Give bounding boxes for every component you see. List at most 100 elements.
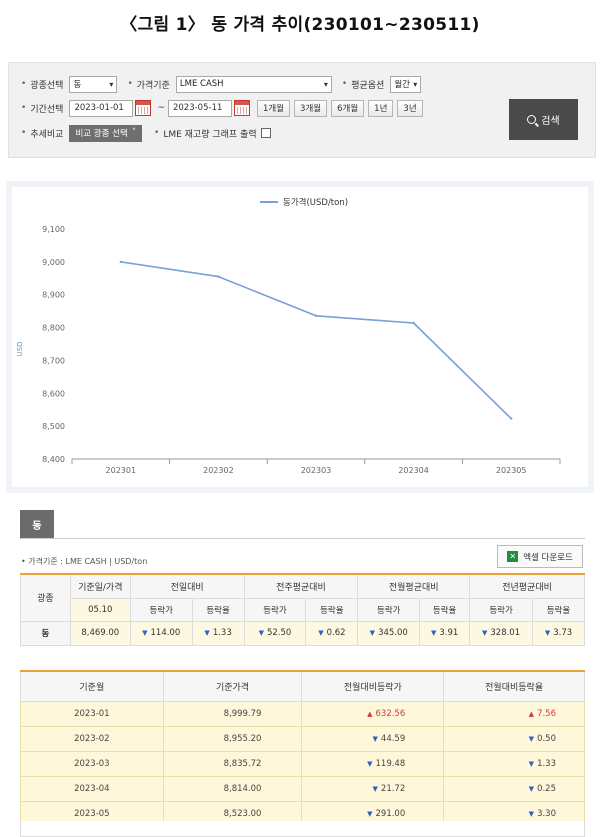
table-row: 2023-01 8,999.79 ▲ 632.56 ▲ 7.56 <box>20 700 585 727</box>
metal-select[interactable]: 동 ▾ <box>69 75 118 93</box>
arrow-up-icon: ▲ <box>528 709 535 718</box>
change-rate: 1.33 <box>212 628 232 638</box>
arrow-down-icon: ▼ <box>528 784 535 793</box>
chevron-down-icon: ▾ <box>109 79 114 89</box>
sub-header: 등락가 <box>243 597 307 622</box>
sub-header: 등락가 <box>357 597 421 622</box>
change-rate: 0.62 <box>326 628 346 638</box>
change-rate: 0.50 <box>537 733 556 744</box>
price-cell: 8,955.20 <box>162 725 303 752</box>
filter-row-period: • 기간선택 2023-01-01 ~ 2023-05-11 1개월 3개월 6개… <box>21 99 423 117</box>
y-tick-label: 9,100 <box>42 225 65 234</box>
filter-row-metal: • 광종선택 동 ▾ • 가격기준 LME CASH ▾ • 평균옵션 월간 ▾ <box>21 75 422 93</box>
change-amount: 44.59 <box>380 733 406 744</box>
period-6m-button[interactable]: 6개월 <box>331 99 365 117</box>
column-header: 전월대비등락가 <box>301 671 445 702</box>
unit-note: • 가격기준 : LME CASH | USD/ton <box>21 557 148 566</box>
period-3y-button[interactable]: 3년 <box>397 99 423 117</box>
change-amount: 632.56 <box>375 708 406 719</box>
period-1m-button[interactable]: 1개월 <box>256 99 291 117</box>
calendar-icon[interactable] <box>135 100 152 116</box>
arrow-down-icon: ▼ <box>369 629 376 637</box>
monthly-table: 기준월 기준가격 전월대비등락가 전월대비등락율 2023-01 8,999.79… <box>20 670 585 827</box>
arrow-down-icon: ▼ <box>367 759 373 768</box>
arrow-down-icon: ▼ <box>528 734 535 743</box>
bullet-icon: • <box>21 103 27 113</box>
summary-table: 광종 기준일/가격 전일대비 전주평균대비 전월평균대비 전년평균대비 05.1… <box>20 573 585 646</box>
date-price-header: 기준일/가격 <box>69 573 131 599</box>
y-tick-label: 9,000 <box>42 258 65 267</box>
bullet-icon: • <box>154 128 160 138</box>
data-point <box>510 417 513 420</box>
sub-header: 등락율 <box>305 597 359 622</box>
arrow-down-icon: ▼ <box>430 629 437 637</box>
bullet-icon: • <box>127 79 133 89</box>
y-tick-label: 8,500 <box>42 422 65 431</box>
y-axis-label: USD <box>16 342 24 357</box>
excel-download-button[interactable]: ✕ 엑셀 다운로드 <box>497 545 583 568</box>
table-row: 2023-04 8,814.00 ▼ 21.72 ▼ 0.25 <box>20 775 585 802</box>
price-basis-label: 가격기준 <box>136 80 170 91</box>
period-1y-button[interactable]: 1년 <box>368 99 394 117</box>
price-basis-select[interactable]: LME CASH ▾ <box>175 75 332 93</box>
arrow-down-icon: ▼ <box>367 809 373 818</box>
column-header: 기준월 <box>20 671 164 702</box>
price-cell: 8,469.00 <box>69 620 131 646</box>
chevron-down-icon: ˅ <box>131 128 137 138</box>
lme-stock-checkbox[interactable] <box>260 128 271 138</box>
change-amount: 52.50 <box>266 628 292 638</box>
search-icon <box>527 115 537 124</box>
search-button[interactable]: 검색 <box>509 99 578 140</box>
x-tick-label: 202305 <box>496 466 527 475</box>
chevron-down-icon: ▾ <box>323 79 328 89</box>
compare-metal-button[interactable]: 비교 광종 선택 ˅ <box>69 124 143 142</box>
sub-header: 등락율 <box>532 597 585 622</box>
table-footer-row <box>20 821 585 837</box>
data-point <box>119 260 123 264</box>
period-label: 기간선택 <box>30 104 64 115</box>
month-cell: 2023-01 <box>20 700 164 727</box>
calendar-icon[interactable] <box>233 100 250 116</box>
arrow-down-icon: ▼ <box>318 629 324 637</box>
arrow-down-icon: ▼ <box>142 629 148 637</box>
x-tick-label: 202303 <box>301 466 332 475</box>
date-separator: ~ <box>157 103 165 113</box>
group-header: 전주평균대비 <box>243 573 359 599</box>
x-tick-label: 202304 <box>398 466 429 475</box>
avg-option-select[interactable]: 월간 ▾ <box>390 75 422 93</box>
change-rate: 3.73 <box>553 628 573 638</box>
change-amount: 119.48 <box>375 758 406 769</box>
chart-area: 동가격(USD/ton) USD 8,400 8,500 8,600 8,700 8,800… <box>6 181 594 493</box>
arrow-down-icon: ▼ <box>204 629 210 637</box>
y-tick-label: 8,800 <box>42 324 65 333</box>
arrow-down-icon: ▼ <box>372 784 378 793</box>
metal-label: 광종선택 <box>30 80 64 91</box>
x-tick-label: 202302 <box>203 466 234 475</box>
reference-date: 05.10 <box>69 597 131 622</box>
date-to-input[interactable]: 2023-05-11 <box>167 99 232 117</box>
price-cell: 8,999.79 <box>162 700 303 727</box>
filter-row-compare: • 추세비교 비교 광종 선택 ˅ • LME 재고량 그래프 출력 <box>21 124 277 142</box>
chevron-down-icon: ▾ <box>413 79 418 89</box>
trend-compare-label: 추세비교 <box>30 129 64 140</box>
price-line-chart: 동가격(USD/ton) USD 8,400 8,500 8,600 8,700 8,800… <box>16 197 561 475</box>
change-rate: 7.56 <box>537 708 556 719</box>
y-tick-label: 8,600 <box>42 389 65 398</box>
change-amount: 345.00 <box>378 628 408 638</box>
sub-header: 등락가 <box>469 597 533 622</box>
table-row: 2023-03 8,835.72 ▼ 119.48 ▼ 1.33 <box>20 750 585 777</box>
date-from-input[interactable]: 2023-01-01 <box>69 99 134 117</box>
tab-copper[interactable]: 동 <box>20 510 54 538</box>
data-point <box>217 275 220 278</box>
arrow-down-icon: ▼ <box>481 629 488 637</box>
change-amount: 114.00 <box>150 628 181 638</box>
arrow-down-icon: ▼ <box>528 809 535 818</box>
price-cell: 8,814.00 <box>162 775 303 802</box>
change-amount: 21.72 <box>380 783 406 794</box>
x-tick-label: 202301 <box>106 466 137 475</box>
period-3m-button[interactable]: 3개월 <box>294 99 328 117</box>
arrow-up-icon: ▲ <box>367 709 373 718</box>
data-point <box>412 321 415 325</box>
column-header: 기준가격 <box>162 671 303 702</box>
arrow-down-icon: ▼ <box>372 734 378 743</box>
